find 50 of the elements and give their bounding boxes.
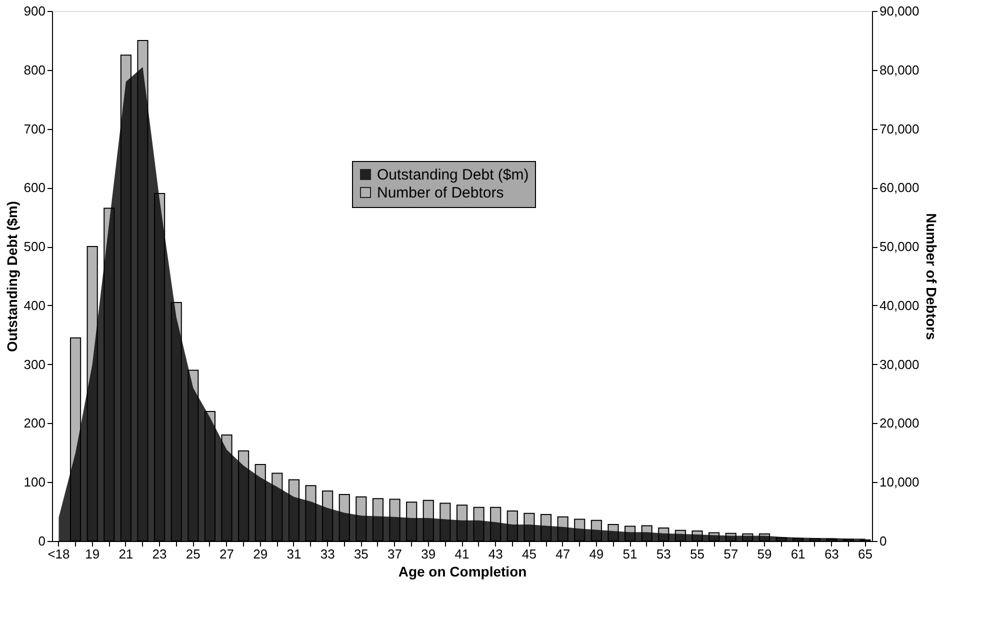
y-tick-label: 400: [24, 298, 46, 313]
x-tick-label: 49: [589, 546, 604, 562]
x-tick-label: <18: [48, 546, 70, 562]
y2-tick-label: 60,000: [880, 180, 920, 196]
y-tick-label: 0: [38, 534, 46, 548]
x-tick-label: 27: [220, 546, 234, 562]
x-tick-label: 55: [690, 546, 704, 562]
x-tick-label: 31: [286, 546, 302, 562]
y2-tick-label: 80,000: [880, 62, 920, 78]
y2-tick-label: 70,000: [880, 121, 920, 136]
y-tick-label: 600: [24, 180, 46, 196]
x-tick-label: 47: [556, 546, 570, 562]
y-tick-label: 700: [24, 121, 46, 136]
x-axis-title: Age on Completion: [398, 564, 527, 580]
legend-label: Number of Debtors: [377, 184, 504, 202]
x-tick-label: 37: [388, 546, 402, 562]
y2-tick-label: 40,000: [880, 298, 920, 313]
x-tick-label: 29: [253, 546, 268, 562]
x-tick-label: 41: [454, 546, 470, 562]
y-axis-title: Outstanding Debt ($m): [4, 201, 20, 352]
x-tick-label: 61: [790, 546, 806, 562]
y2-tick-label: 30,000: [880, 356, 920, 372]
y-tick-label: 900: [24, 4, 46, 18]
x-tick-label: 25: [186, 546, 200, 562]
x-tick-label: 45: [522, 546, 536, 562]
y2-tick-label: 90,000: [880, 4, 920, 18]
legend-label: Outstanding Debt ($m): [377, 166, 529, 184]
x-tick-label: 23: [152, 546, 167, 562]
x-tick-label: 65: [858, 546, 873, 562]
x-tick-label: 43: [488, 546, 503, 562]
x-tick-label: 53: [656, 546, 671, 562]
x-tick-label: 35: [354, 546, 368, 562]
x-tick-label: 33: [320, 546, 335, 562]
y-tick-label: 200: [24, 416, 46, 431]
y-tick-label: 500: [24, 239, 46, 254]
y2-tick-label: 10,000: [880, 474, 920, 490]
y-tick-label: 800: [24, 62, 46, 78]
y2-axis-title: Number of Debtors: [923, 213, 940, 340]
x-tick-label: 21: [118, 546, 134, 562]
x-tick-label: 59: [757, 546, 772, 562]
x-tick-label: 57: [724, 546, 738, 562]
y2-tick-label: 20,000: [880, 416, 920, 431]
x-tick-label: 39: [421, 546, 436, 562]
y2-tick-label: 50,000: [880, 239, 920, 254]
x-tick-label: 63: [824, 546, 839, 562]
y-tick-label: 100: [24, 474, 46, 490]
x-tick-label: 19: [85, 546, 100, 562]
y-tick-label: 300: [24, 356, 46, 372]
x-tick-label: 51: [622, 546, 638, 562]
y2-tick-label: 0: [880, 534, 887, 548]
